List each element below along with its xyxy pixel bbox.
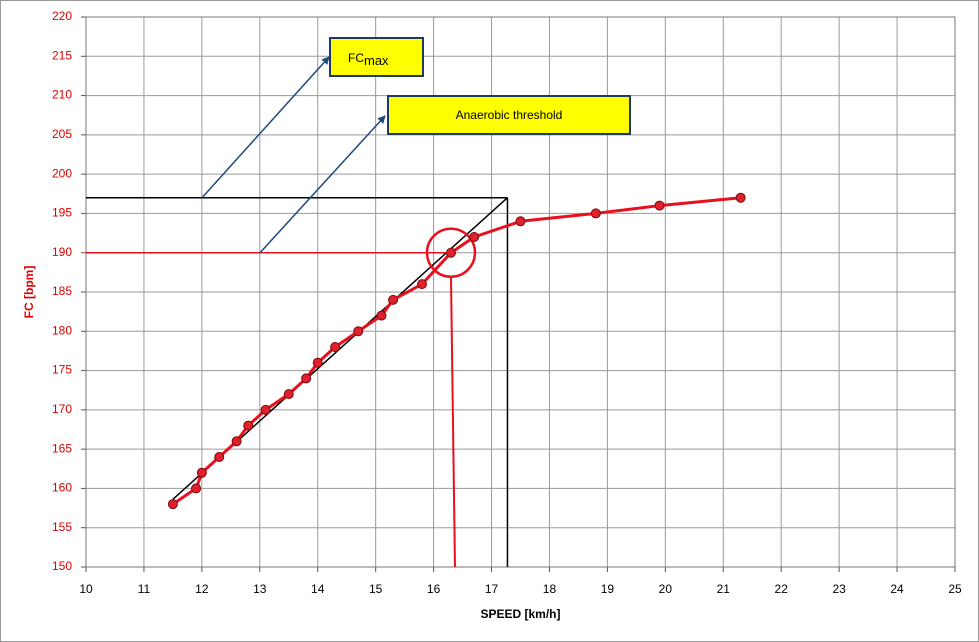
data-point	[654, 200, 665, 211]
x-tick-label: 19	[601, 582, 615, 596]
x-tick-label: 16	[427, 582, 441, 596]
data-point	[191, 483, 202, 494]
y-tick-label: 175	[52, 363, 72, 377]
y-tick-label: 190	[52, 245, 72, 259]
x-tick-label: 14	[311, 582, 325, 596]
data-point	[735, 192, 746, 203]
x-tick-label: 24	[890, 582, 904, 596]
y-tick-label: 220	[52, 9, 72, 23]
x-tick-label: 22	[775, 582, 789, 596]
annotation-arrow	[259, 115, 386, 254]
x-tick-label: 10	[79, 582, 93, 596]
y-tick-label: 210	[52, 88, 72, 102]
data-point	[301, 373, 312, 384]
annotation-sub: max	[364, 53, 389, 68]
data-point	[330, 342, 341, 352]
y-axis-label: FC [bpm]	[22, 266, 36, 319]
annotation-text: FC	[348, 51, 364, 65]
data-point	[231, 436, 242, 447]
x-tick-label: 12	[195, 582, 209, 596]
data-point	[312, 357, 323, 368]
data-point	[376, 310, 387, 321]
plot-border	[85, 16, 956, 568]
data-point	[243, 420, 254, 431]
data-point	[283, 389, 294, 400]
y-tick-label: 205	[52, 127, 72, 141]
annotation: Anaerobic threshold	[456, 108, 563, 122]
x-tick-label: 18	[543, 582, 557, 596]
data-point	[214, 452, 225, 462]
y-tick-label: 200	[52, 166, 72, 180]
annotation: FCmax	[348, 51, 389, 68]
y-tick-label: 155	[52, 520, 72, 534]
x-axis-label: SPEED [km/h]	[480, 607, 560, 621]
y-tick-label: 160	[52, 481, 72, 495]
y-tick-label: 185	[52, 284, 72, 298]
data-point	[445, 247, 456, 258]
data-point	[388, 294, 399, 305]
y-tick-label: 150	[52, 559, 72, 573]
data-point	[167, 499, 178, 510]
data-point	[590, 208, 601, 219]
annotation-box	[387, 95, 631, 135]
y-tick-label: 170	[52, 402, 72, 416]
x-tick-label: 23	[832, 582, 846, 596]
threshold-drop	[449, 276, 456, 568]
annotation-arrow	[201, 56, 330, 199]
x-tick-label: 15	[369, 582, 383, 596]
x-tick-label: 13	[253, 582, 267, 596]
data-point	[196, 467, 207, 478]
y-tick-label: 195	[52, 206, 72, 220]
x-tick-label: 17	[485, 582, 499, 596]
y-tick-label: 215	[52, 48, 72, 62]
x-tick-label: 11	[138, 582, 151, 596]
data-point	[469, 232, 480, 242]
x-tick-label: 25	[948, 582, 962, 596]
data-point	[417, 279, 428, 290]
threshold-circle	[425, 227, 477, 278]
x-tick-label: 21	[717, 582, 731, 596]
annotation-box	[329, 37, 424, 77]
data-point	[353, 326, 364, 337]
data-point	[260, 404, 271, 415]
y-tick-label: 180	[52, 323, 72, 337]
y-tick-label: 165	[52, 441, 72, 455]
x-tick-label: 20	[659, 582, 673, 596]
data-point	[515, 216, 526, 227]
